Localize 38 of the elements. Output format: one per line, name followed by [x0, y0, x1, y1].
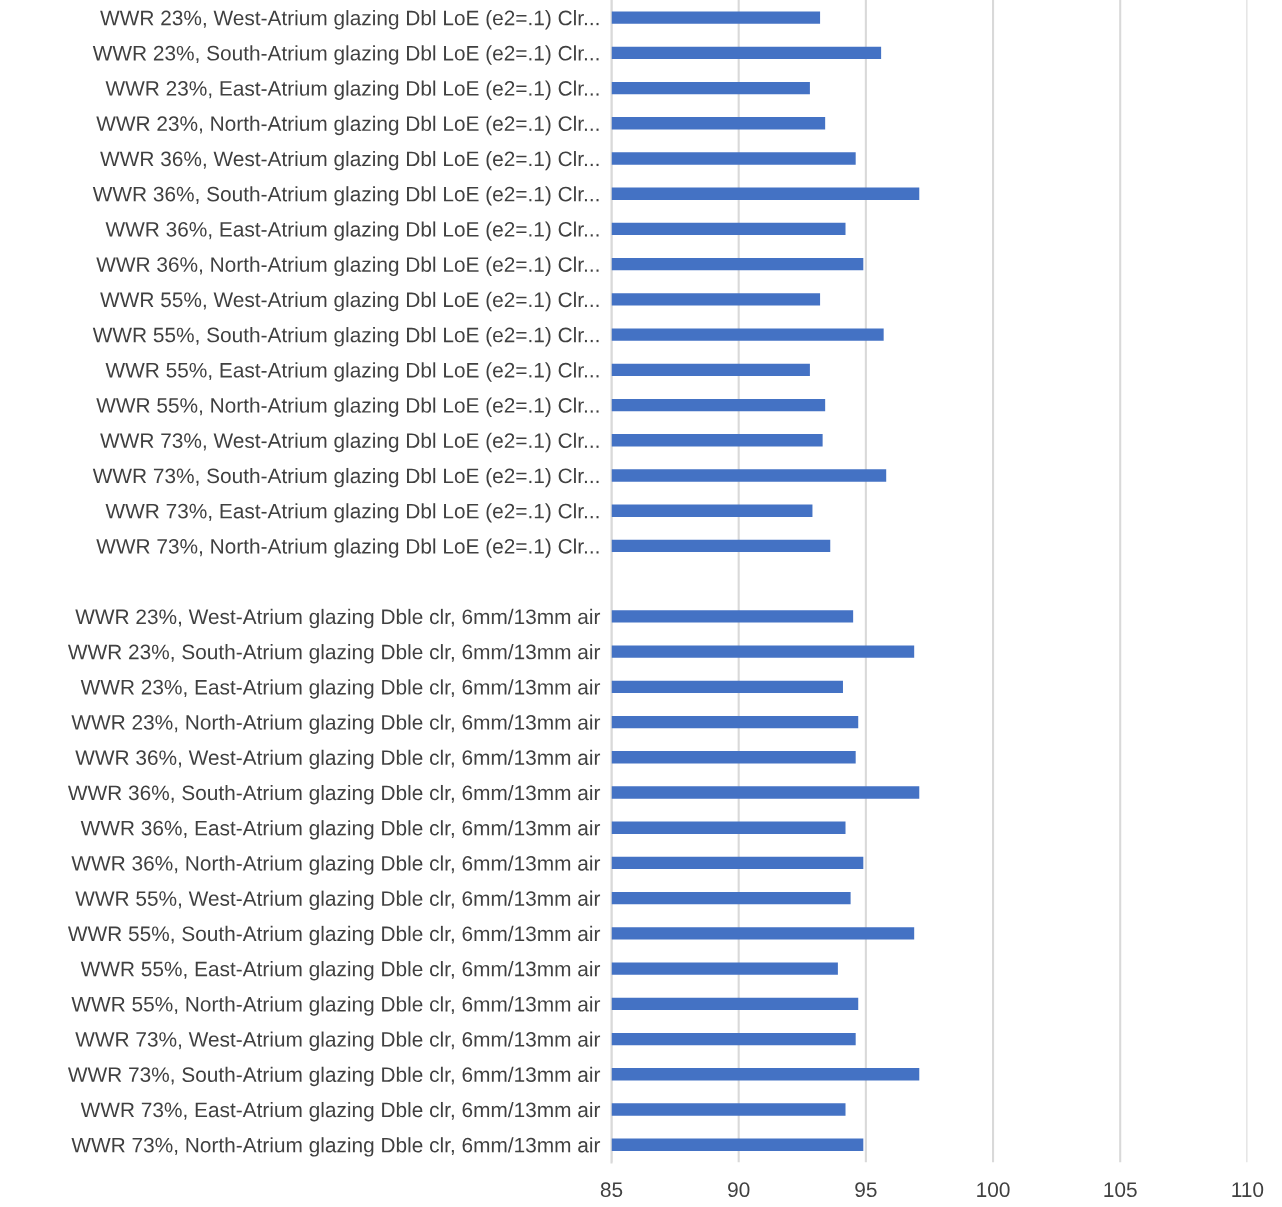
y-tick-label: WWR 73%, West-Atrium glazing Dble clr, 6mm/13mm air: [75, 1031, 601, 1051]
y-tick-label: WWR 73%, East-Atrium glazing Dble clr, 6mm/13mm air: [80, 1101, 601, 1122]
y-tick-label: WWR 55%, East-Atrium glazing Dble clr, 6mm/13mm air: [80, 961, 601, 981]
y-tick-label: WWR 23%, South-Atrium glazing Dble clr, 6mm/13mm air: [67, 644, 601, 664]
y-tick-label: WWR 55%, South-Atrium glazing Dbl LoE (e2=.1) Clr...: [92, 327, 599, 347]
y-tick-label: WWR 23%, West-Atrium glazing Dble clr, 6mm/13mm air: [75, 608, 601, 629]
y-tick-label: WWR 36%, West-Atrium glazing Dbl LoE (e2=.1) Clr...: [100, 150, 599, 171]
x-tick-label: 95: [855, 1182, 877, 1198]
y-tick-label: WWR 23%, South-Atrium glazing Dbl LoE (e2=.1) Clr...: [92, 45, 599, 65]
y-tick-label: WWR 55%, West-Atrium glazing Dbl LoE (e2=.1) Clr...: [100, 291, 599, 312]
y-tick-label: WWR 36%, North-Atrium glazing Dble clr, 6mm/13mm air: [71, 855, 601, 875]
y-tick-label: WWR 36%, South-Atrium glazing Dble clr, 6mm/13mm air: [67, 784, 601, 805]
x-tick-label: 90: [728, 1182, 750, 1198]
y-tick-label: WWR 55%, North-Atrium glazing Dbl LoE (e2=.1) Clr...: [96, 397, 599, 417]
x-tick-label: 100: [977, 1182, 1010, 1198]
x-tick-label: 85: [600, 1182, 623, 1198]
y-tick-label: WWR 73%, East-Atrium glazing Dbl LoE (e2=.1) Clr...: [105, 503, 599, 523]
y-tick-label: WWR 36%, West-Atrium glazing Dble clr, 6mm/13mm air: [75, 749, 601, 770]
x-tick-label: 105: [1104, 1182, 1137, 1198]
y-tick-label: WWR 23%, West-Atrium glazing Dbl LoE (e2=.1) Clr...: [100, 10, 599, 30]
y-tick-label: WWR 73%, South-Atrium glazing Dble clr, 6mm/13mm air: [67, 1066, 601, 1087]
y-tick-label: WWR 73%, West-Atrium glazing Dbl LoE (e2=.1) Clr...: [100, 432, 599, 453]
y-tick-label: WWR 23%, North-Atrium glazing Dble clr, 6mm/13mm air: [71, 714, 601, 734]
y-tick-label: WWR 36%, East-Atrium glazing Dbl LoE (e2=.1) Clr...: [105, 221, 599, 241]
y-tick-label: WWR 55%, North-Atrium glazing Dble clr, 6mm/13mm air: [71, 996, 601, 1016]
y-tick-label: WWR 73%, North-Atrium glazing Dbl LoE (e2=.1) Clr...: [96, 538, 599, 558]
y-tick-label: WWR 23%, North-Atrium glazing Dbl LoE (e2=.1) Clr...: [96, 115, 599, 136]
y-tick-label: WWR 73%, North-Atrium glazing Dble clr, 6mm/13mm air: [71, 1137, 601, 1157]
y-tick-label: WWR 55%, West-Atrium glazing Dble clr, 6mm/13mm air: [75, 890, 601, 911]
y-tick-label: WWR 23%, East-Atrium glazing Dble clr, 6mm/13mm air: [80, 679, 601, 699]
y-tick-label: WWR 55%, East-Atrium glazing Dbl LoE (e2=.1) Clr...: [105, 362, 599, 382]
y-tick-label: WWR 36%, East-Atrium glazing Dble clr, 6mm/13mm air: [80, 820, 601, 840]
y-tick-label: WWR 36%, North-Atrium glazing Dbl LoE (e2=.1) Clr...: [96, 256, 599, 277]
y-tick-label: WWR 55%, South-Atrium glazing Dble clr, 6mm/13mm air: [67, 925, 601, 946]
y-tick-label: WWR 23%, East-Atrium glazing Dbl LoE (e2=.1) Clr...: [105, 80, 599, 100]
x-tick-label: 110: [1232, 1182, 1264, 1198]
y-tick-label: WWR 36%, South-Atrium glazing Dbl LoE (e2=.1) Clr...: [92, 186, 599, 206]
y-tick-label: WWR 73%, South-Atrium glazing Dbl LoE (e2=.1) Clr...: [92, 467, 599, 488]
